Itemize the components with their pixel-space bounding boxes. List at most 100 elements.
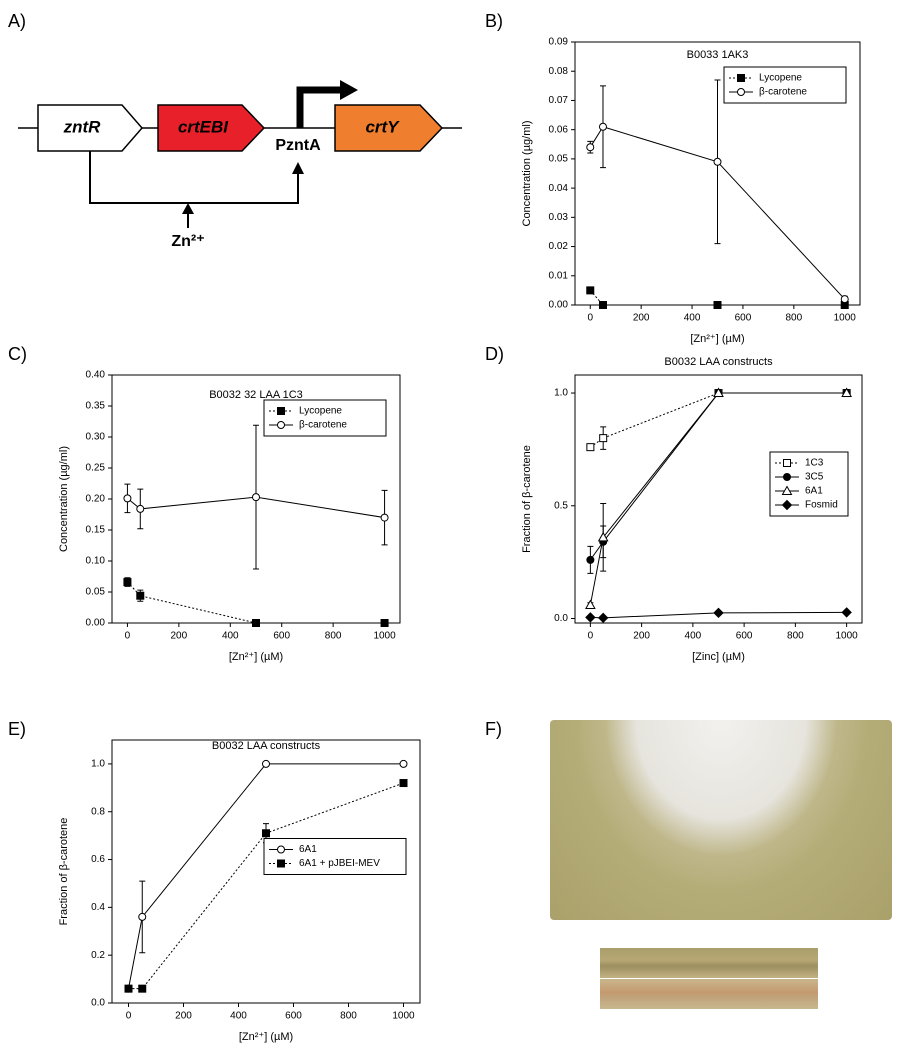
series-line: [590, 392, 847, 448]
marker: [138, 912, 147, 921]
marker: [136, 504, 145, 513]
plot-frame: [574, 374, 863, 624]
marker: [123, 578, 132, 587]
marker: [597, 612, 609, 624]
inducer-label: Zn²⁺: [171, 233, 204, 250]
y-tick-label: 0.05: [549, 154, 569, 165]
gene-label: crtEBI: [178, 117, 229, 136]
promoter-label: PzntA: [275, 137, 321, 154]
legend-label: β-carotene: [759, 87, 807, 98]
x-tick-label: 200: [175, 1011, 192, 1022]
marker: [380, 513, 389, 522]
streak-photo: [600, 948, 818, 978]
legend-label: 6A1: [299, 844, 317, 855]
series-line: [127, 581, 385, 624]
chart-title: B0032 32 LAA 1C3: [209, 389, 303, 401]
y-tick-label: 0.20: [86, 494, 106, 505]
x-tick-label: 1000: [392, 1011, 415, 1022]
marker: [586, 143, 595, 152]
marker: [598, 122, 607, 131]
y-tick-label: 0.6: [91, 854, 105, 865]
x-tick-label: 800: [787, 631, 804, 642]
panel-label: C): [8, 344, 27, 364]
panel-label: B): [485, 11, 503, 31]
y-tick-label: 0.10: [86, 556, 106, 567]
y-tick-label: 0.2: [91, 950, 105, 961]
x-tick-label: 0: [126, 1011, 132, 1022]
y-tick-label: 0.01: [549, 270, 569, 281]
legend-label: 3C5: [805, 472, 824, 483]
panel-label: A): [8, 11, 26, 31]
marker: [586, 443, 595, 452]
plot-frame: [111, 739, 421, 1004]
marker: [138, 984, 147, 993]
gene-box: [334, 104, 444, 152]
series-line: [589, 126, 846, 300]
x-tick-label: 600: [273, 631, 290, 642]
gene-label: crtY: [365, 117, 400, 136]
legend-label: Fosmid: [805, 500, 838, 511]
marker: [841, 387, 852, 398]
marker: [598, 301, 607, 309]
y-tick-label: 0.40: [86, 370, 106, 381]
series-line: [590, 611, 847, 619]
chart-title: B0032 LAA constructs: [212, 740, 321, 752]
marker: [597, 531, 609, 542]
x-tick-label: 800: [325, 631, 342, 642]
y-tick-label: 0.35: [86, 401, 106, 412]
y-tick-label: 0.05: [86, 587, 106, 598]
y-axis-label: Concentration (µg/ml): [58, 446, 70, 552]
y-tick-label: 0.09: [549, 37, 569, 48]
marker: [713, 301, 722, 309]
marker: [262, 829, 270, 838]
y-tick-label: 0.02: [549, 241, 569, 252]
panel-label: F): [485, 719, 502, 739]
marker: [586, 286, 595, 295]
y-tick-label: 0.8: [91, 806, 105, 817]
legend-label: 1C3: [805, 458, 824, 469]
marker: [585, 599, 596, 609]
regulation-line: [89, 151, 299, 204]
marker: [136, 591, 145, 600]
x-tick-label: 200: [171, 631, 188, 642]
y-tick-label: 1.0: [91, 759, 105, 770]
y-tick-label: 0.25: [86, 463, 106, 474]
legend-label: 6A1: [805, 486, 823, 497]
panel-label: E): [8, 719, 26, 739]
y-tick-label: 0.4: [91, 902, 105, 913]
x-tick-label: 600: [736, 631, 753, 642]
marker: [252, 619, 260, 627]
x-axis-label: [Zn²⁺] (µM): [229, 651, 283, 663]
x-tick-label: 600: [735, 313, 752, 324]
marker: [399, 779, 408, 788]
x-axis-label: [Zinc] (µM): [692, 651, 745, 663]
y-tick-label: 0.00: [549, 300, 569, 311]
series-line: [589, 392, 847, 606]
y-tick-label: 0.0: [91, 998, 105, 1009]
legend-label: β-carotene: [299, 420, 347, 431]
marker: [380, 619, 389, 627]
marker: [262, 759, 270, 768]
y-tick-label: 0.0: [554, 613, 568, 624]
x-tick-label: 0: [587, 313, 593, 324]
marker: [599, 434, 608, 443]
y-tick-label: 0.04: [549, 183, 569, 194]
x-tick-label: 1000: [836, 631, 859, 642]
chart-title: B0033 1AK3: [687, 49, 749, 61]
marker: [123, 494, 132, 503]
streak-photo: [600, 979, 818, 1009]
marker: [713, 607, 724, 619]
y-tick-label: 0.07: [549, 95, 569, 106]
legend-box: [263, 838, 407, 875]
y-axis-label: Fraction of β-carotene: [521, 445, 533, 553]
y-tick-label: 0.5: [554, 500, 568, 511]
legend-label: Lycopene: [759, 73, 802, 84]
legend-box: [723, 66, 847, 104]
legend-box: [263, 399, 387, 437]
marker: [585, 612, 596, 623]
legend-marker: [737, 74, 745, 82]
x-tick-label: 800: [785, 313, 802, 324]
x-tick-label: 1000: [834, 313, 857, 324]
marker: [586, 555, 595, 564]
